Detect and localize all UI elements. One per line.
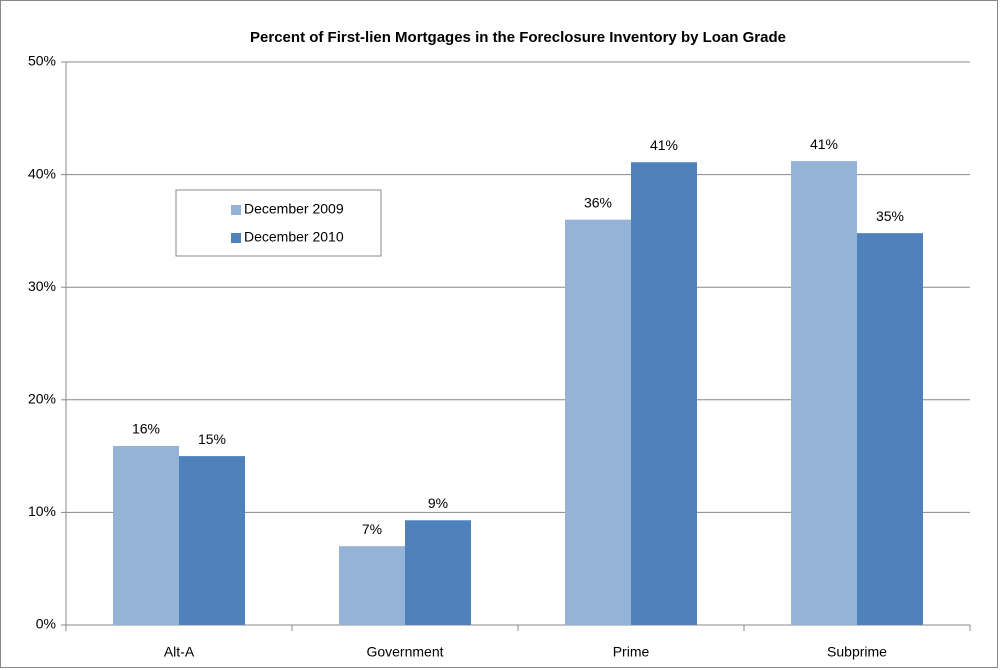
bar <box>339 546 405 625</box>
value-label: 35% <box>876 208 904 224</box>
value-label: 9% <box>428 495 448 511</box>
legend-label: December 2009 <box>244 201 344 217</box>
legend-swatch <box>231 233 241 243</box>
value-label: 15% <box>198 431 226 447</box>
bar <box>565 219 631 625</box>
bar <box>405 520 471 625</box>
y-tick-label: 50% <box>28 53 56 69</box>
value-label: 41% <box>650 137 678 153</box>
bar <box>857 233 923 626</box>
bar <box>631 162 697 626</box>
value-label: 7% <box>362 521 382 537</box>
chart-title: Percent of First-lien Mortgages in the F… <box>250 29 786 46</box>
y-tick-label: 20% <box>28 391 56 407</box>
legend-label: December 2010 <box>244 229 344 245</box>
value-label: 36% <box>584 194 612 210</box>
y-tick-label: 10% <box>28 503 56 519</box>
value-label: 41% <box>810 136 838 152</box>
x-tick-label: Alt-A <box>164 644 195 660</box>
x-tick-label: Subprime <box>827 644 887 660</box>
y-tick-label: 0% <box>36 616 56 632</box>
bar <box>791 161 857 625</box>
legend-box <box>175 189 382 257</box>
x-tick-label: Government <box>366 644 443 660</box>
y-tick-label: 40% <box>28 165 56 181</box>
bar <box>113 445 179 625</box>
legend-swatch <box>231 205 241 215</box>
bar <box>179 456 245 625</box>
y-tick-label: 30% <box>28 278 56 294</box>
x-tick-label: Prime <box>613 644 650 660</box>
value-label: 16% <box>132 421 160 437</box>
